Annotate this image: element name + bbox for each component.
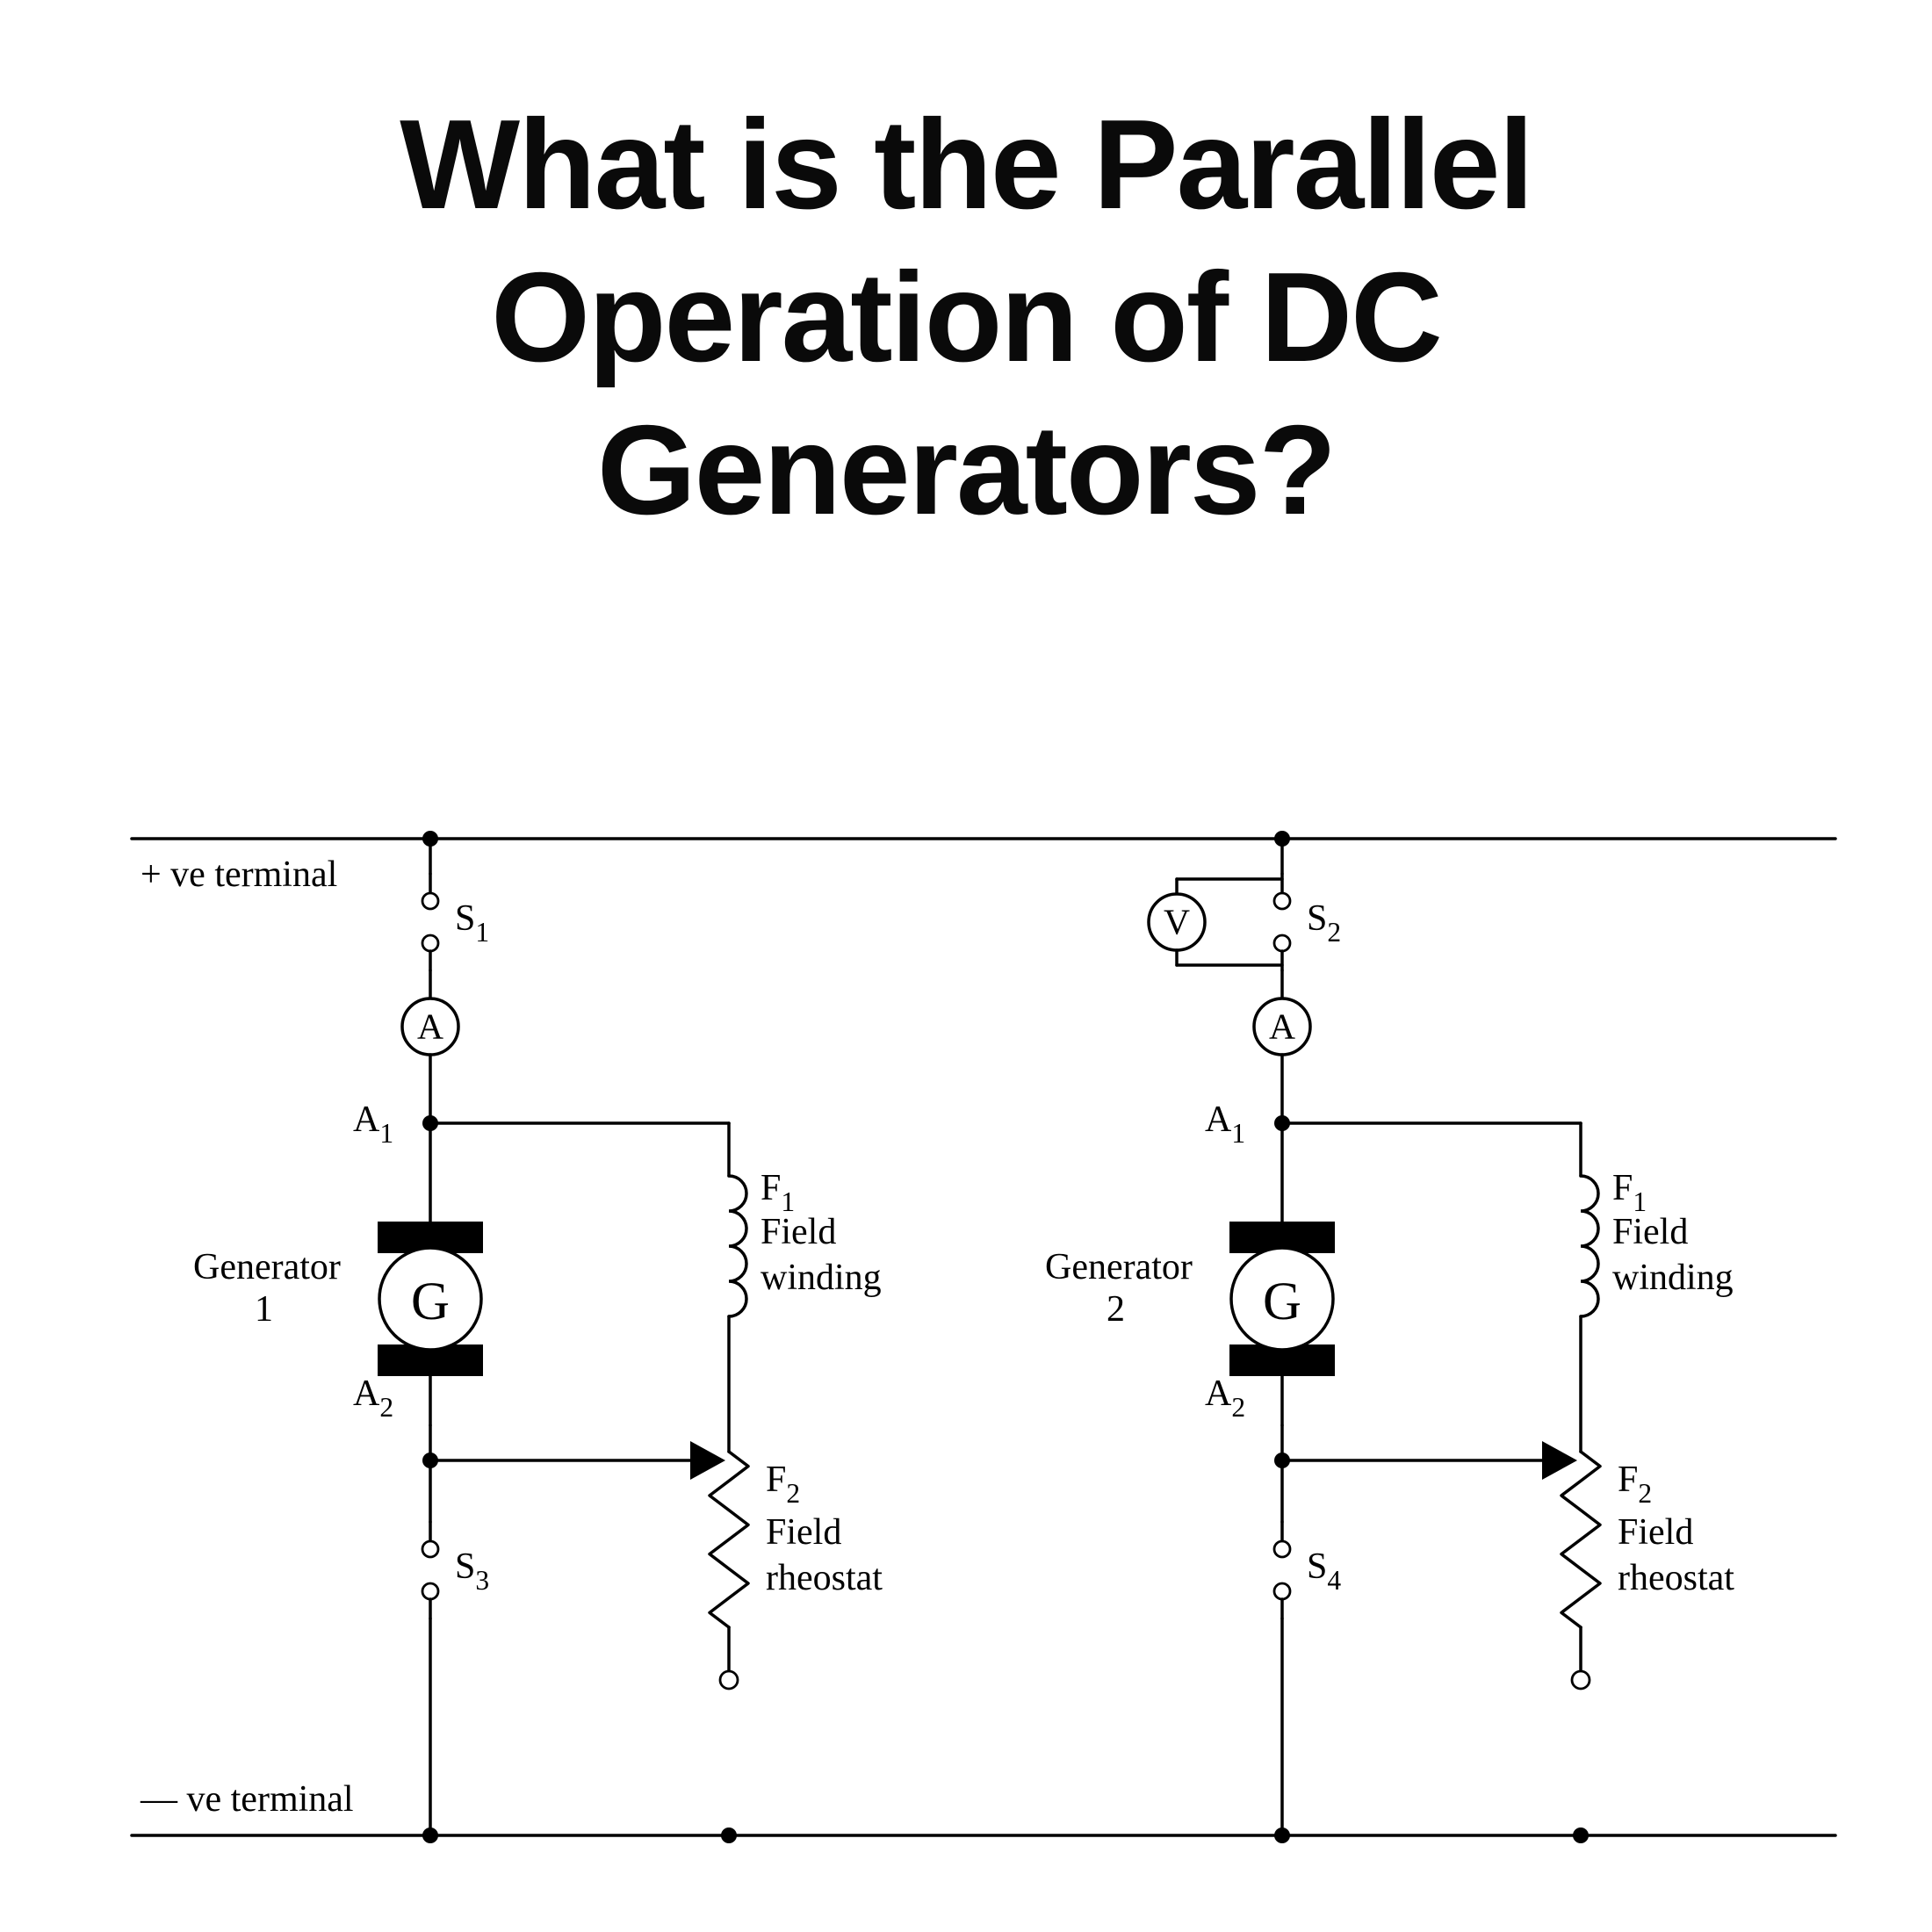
svg-text:G: G <box>411 1272 450 1331</box>
node-label-A1-gen2: A1 <box>1205 1099 1245 1141</box>
field-winding-label2-gen2: winding <box>1612 1257 1734 1299</box>
svg-text:V: V <box>1164 901 1190 941</box>
field-winding-label2-gen1: winding <box>761 1257 882 1299</box>
svg-text:A: A <box>1269 1006 1295 1046</box>
neg-terminal-label: — ve terminal <box>141 1778 354 1820</box>
svg-text:G: G <box>1263 1272 1301 1331</box>
node-label-A2-gen2: A2 <box>1205 1373 1245 1415</box>
field-rheostat-label2-gen1: rheostat <box>766 1557 883 1599</box>
generator-idx-2: 2 <box>1107 1288 1125 1330</box>
circuit-diagram: A G V A G <box>0 0 1932 1932</box>
node-label-A2-gen1: A2 <box>353 1373 393 1415</box>
field-winding-label1-gen1: Field <box>761 1211 836 1253</box>
svg-text:A: A <box>417 1006 443 1046</box>
switch-label-S1: S1 <box>455 898 489 940</box>
pos-terminal-label: + ve terminal <box>141 854 337 896</box>
field-label-F1-gen2: F1 <box>1612 1167 1647 1209</box>
node-label-A1-gen1: A1 <box>353 1099 393 1141</box>
field-label-F1-gen1: F1 <box>761 1167 795 1209</box>
field-rheostat-label1-gen2: Field <box>1618 1511 1693 1554</box>
generator-idx-1: 1 <box>255 1288 273 1330</box>
switch-label-S2: S2 <box>1307 898 1341 940</box>
field-rheostat-label2-gen2: rheostat <box>1618 1557 1734 1599</box>
field-winding-label1-gen2: Field <box>1612 1211 1688 1253</box>
switch-label-S4: S4 <box>1307 1546 1341 1588</box>
field-rheostat-label1-gen1: Field <box>766 1511 841 1554</box>
field-label-F2-gen2: F2 <box>1618 1459 1652 1501</box>
generator-name-2: Generator <box>1045 1246 1193 1288</box>
generator-name-1: Generator <box>193 1246 341 1288</box>
switch-label-S3: S3 <box>455 1546 489 1588</box>
field-label-F2-gen1: F2 <box>766 1459 800 1501</box>
